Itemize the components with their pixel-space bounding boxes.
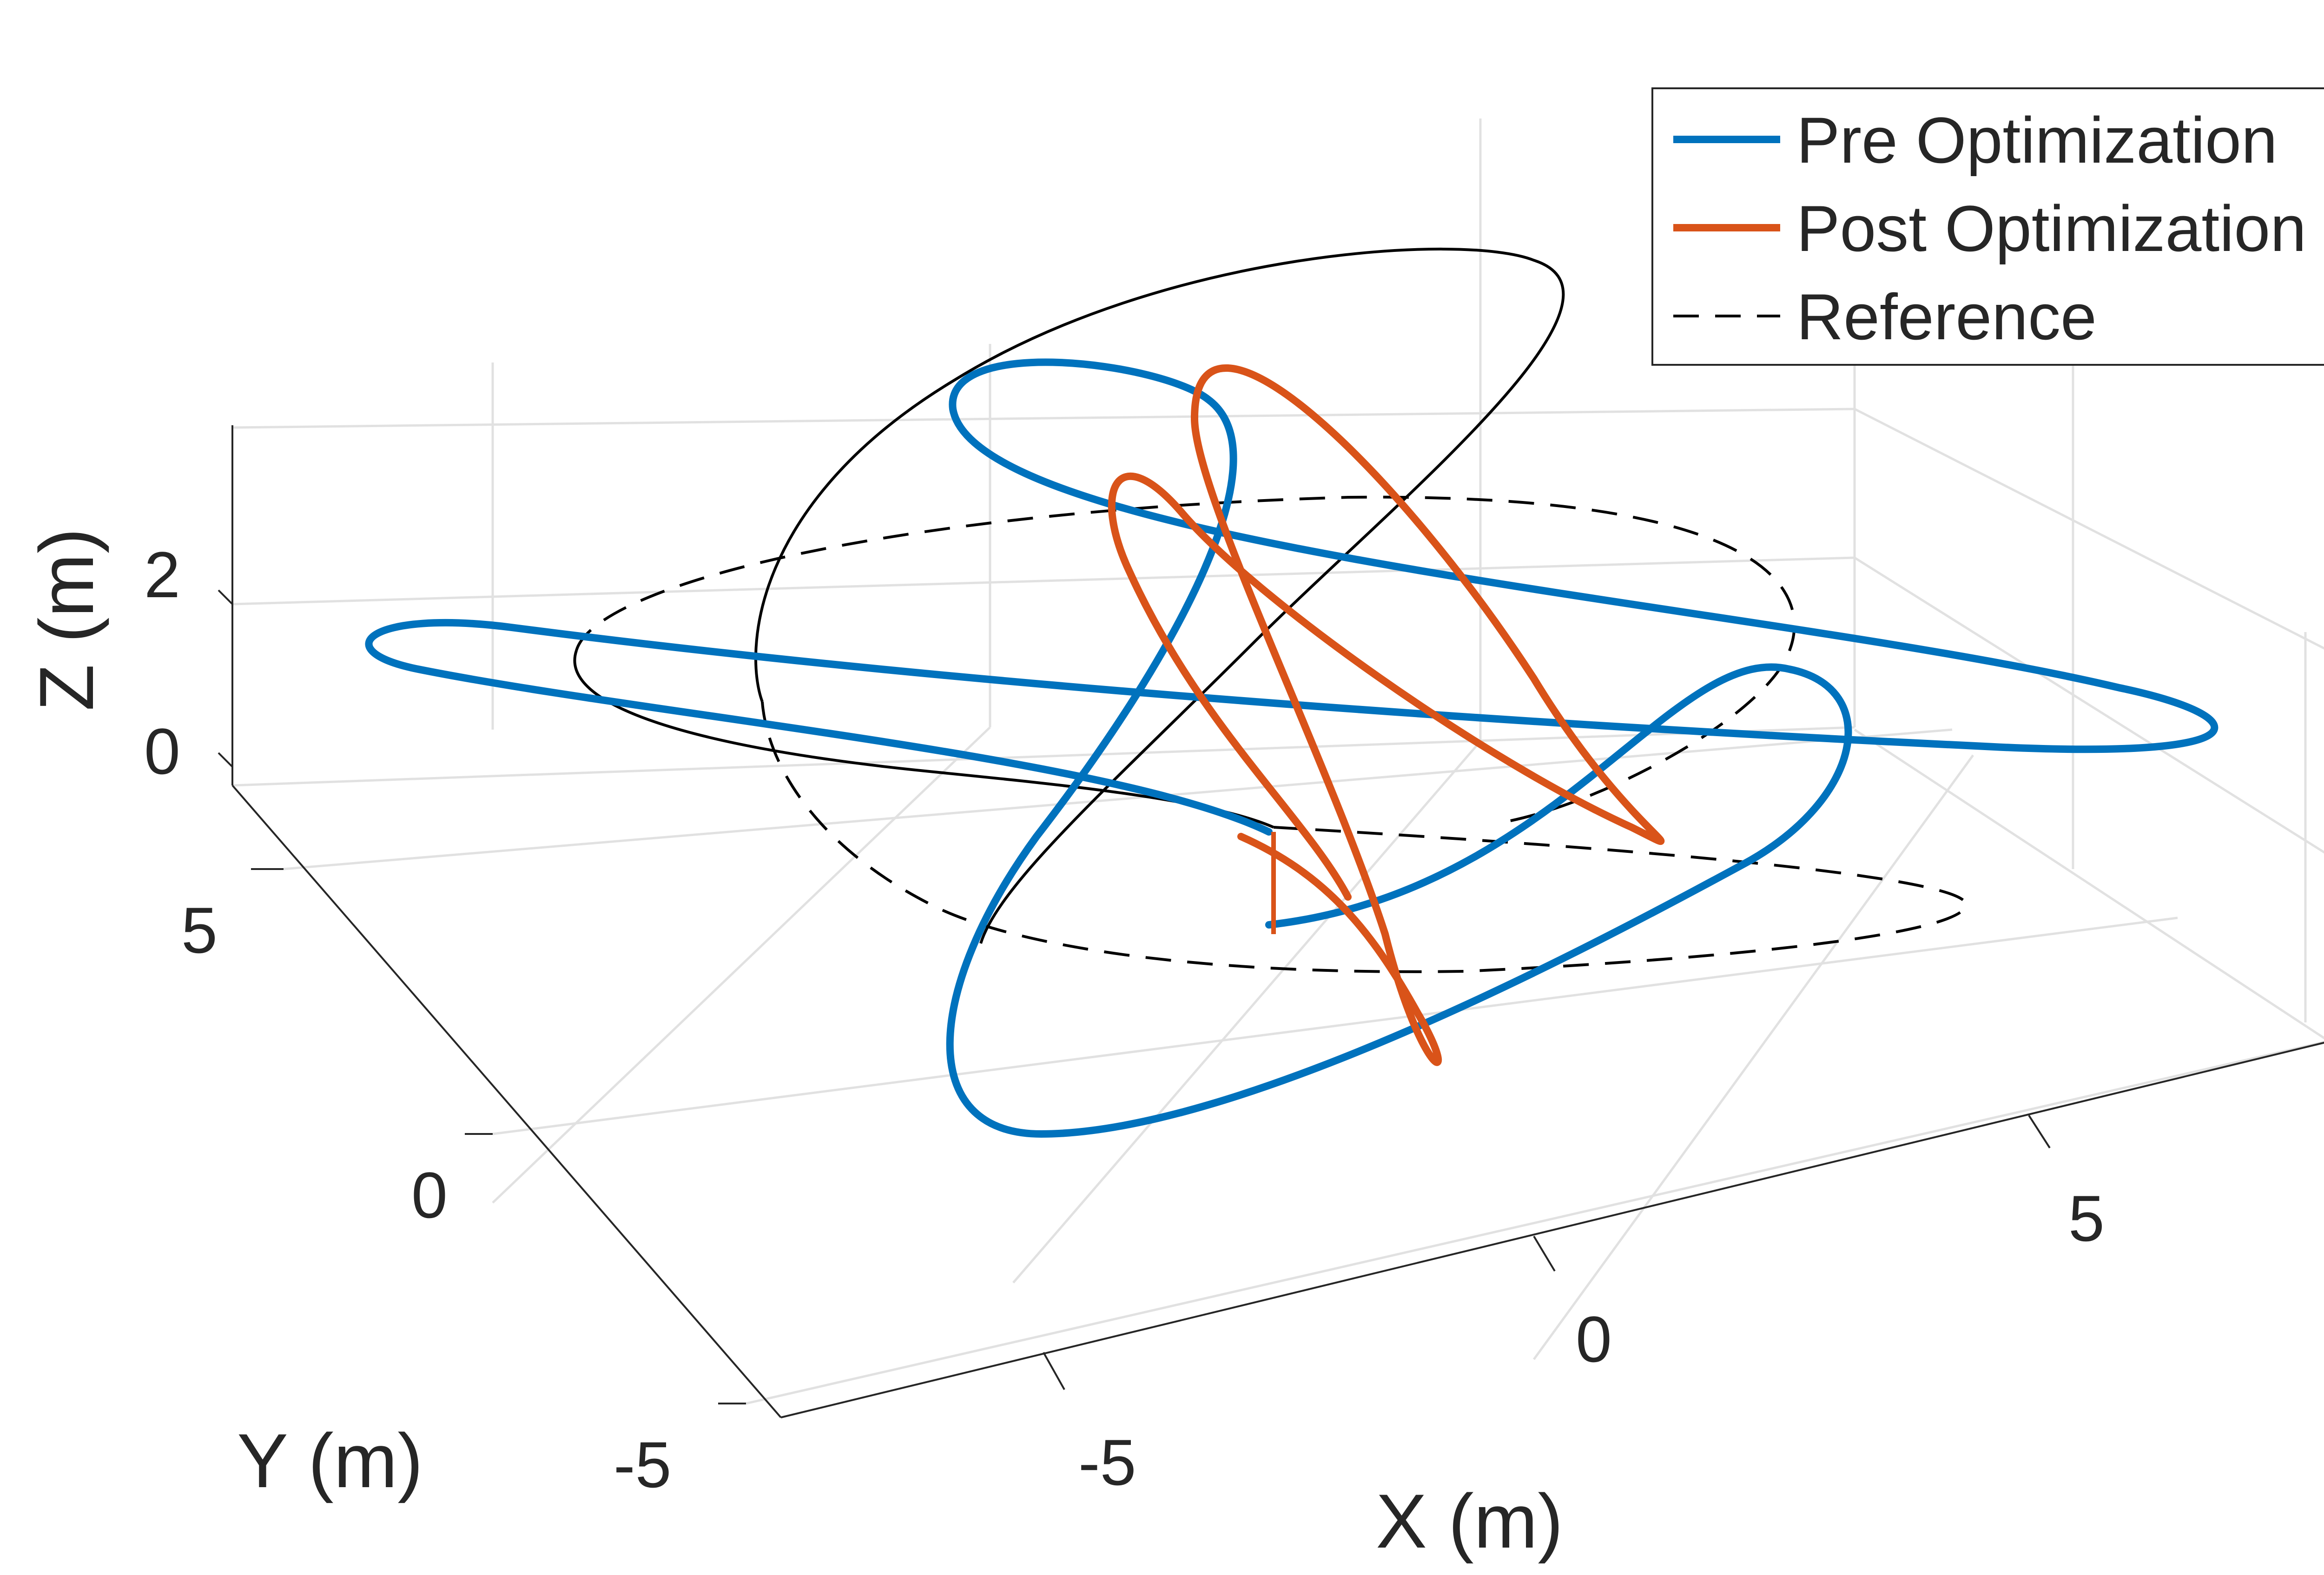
y-axis-label: Y (m) <box>237 1418 423 1503</box>
y-tick-label-5: 5 <box>181 894 218 967</box>
series-pre-optimization <box>365 358 2218 1138</box>
series-layer <box>365 247 2218 1138</box>
rwall-grid-top <box>1854 408 2324 650</box>
grid <box>232 119 2324 1405</box>
wall-grid-z0 <box>232 726 1855 787</box>
z-tick-2 <box>218 589 233 605</box>
legend: Pre Optimization Post Optimization Refer… <box>1651 87 2324 366</box>
series-reference-seg3 <box>575 495 1796 824</box>
series-reference-seg2 <box>754 247 1565 944</box>
wall-grid-top <box>232 408 1855 429</box>
legend-label-reference: Reference <box>1796 280 2097 353</box>
x-tick-label-0: 0 <box>1576 1303 1612 1376</box>
wall-grid-z2 <box>232 556 1855 606</box>
y-tick-label-0: 0 <box>411 1159 448 1232</box>
x-tick-0 <box>1533 1235 1556 1272</box>
rwall-grid-z0 <box>1854 728 2324 1040</box>
rwall-grid-z2 <box>1854 556 2324 854</box>
x-tick-label-5: 5 <box>2068 1182 2105 1255</box>
x-tick-5 <box>2028 1114 2051 1149</box>
y-axis-line <box>231 784 782 1418</box>
tick-labels: 2 0 5 0 -5 -5 0 5 <box>144 538 2105 1501</box>
legend-label-pre: Pre Optimization <box>1796 104 2278 177</box>
z-axis-label: Z (m) <box>24 528 109 711</box>
z-tick-label-2: 2 <box>144 538 180 611</box>
z-tick-label-0: 0 <box>144 715 180 788</box>
floor-grid-x5 <box>1532 754 1974 1360</box>
floor-grid-y5 <box>283 728 1953 870</box>
x-axis-line <box>780 1041 2324 1418</box>
y-tick-label-m5: -5 <box>614 1428 671 1501</box>
axes <box>218 425 2324 1418</box>
legend-label-post: Post Optimization <box>1796 192 2306 265</box>
floor-grid-x-5 <box>492 726 991 1204</box>
x-axis-label: X (m) <box>1376 1478 1563 1564</box>
x-tick-m5 <box>1043 1352 1065 1390</box>
floor-grid-y0 <box>492 916 2178 1135</box>
floor-grid-x0 <box>1012 740 1481 1284</box>
series-post-optimization <box>1108 364 1665 1066</box>
z-tick-0 <box>218 752 233 768</box>
x-tick-label-m5: -5 <box>1078 1426 1136 1499</box>
series-reference-seg1 <box>761 701 1968 973</box>
floor-grid-y-5 <box>746 1041 2324 1405</box>
